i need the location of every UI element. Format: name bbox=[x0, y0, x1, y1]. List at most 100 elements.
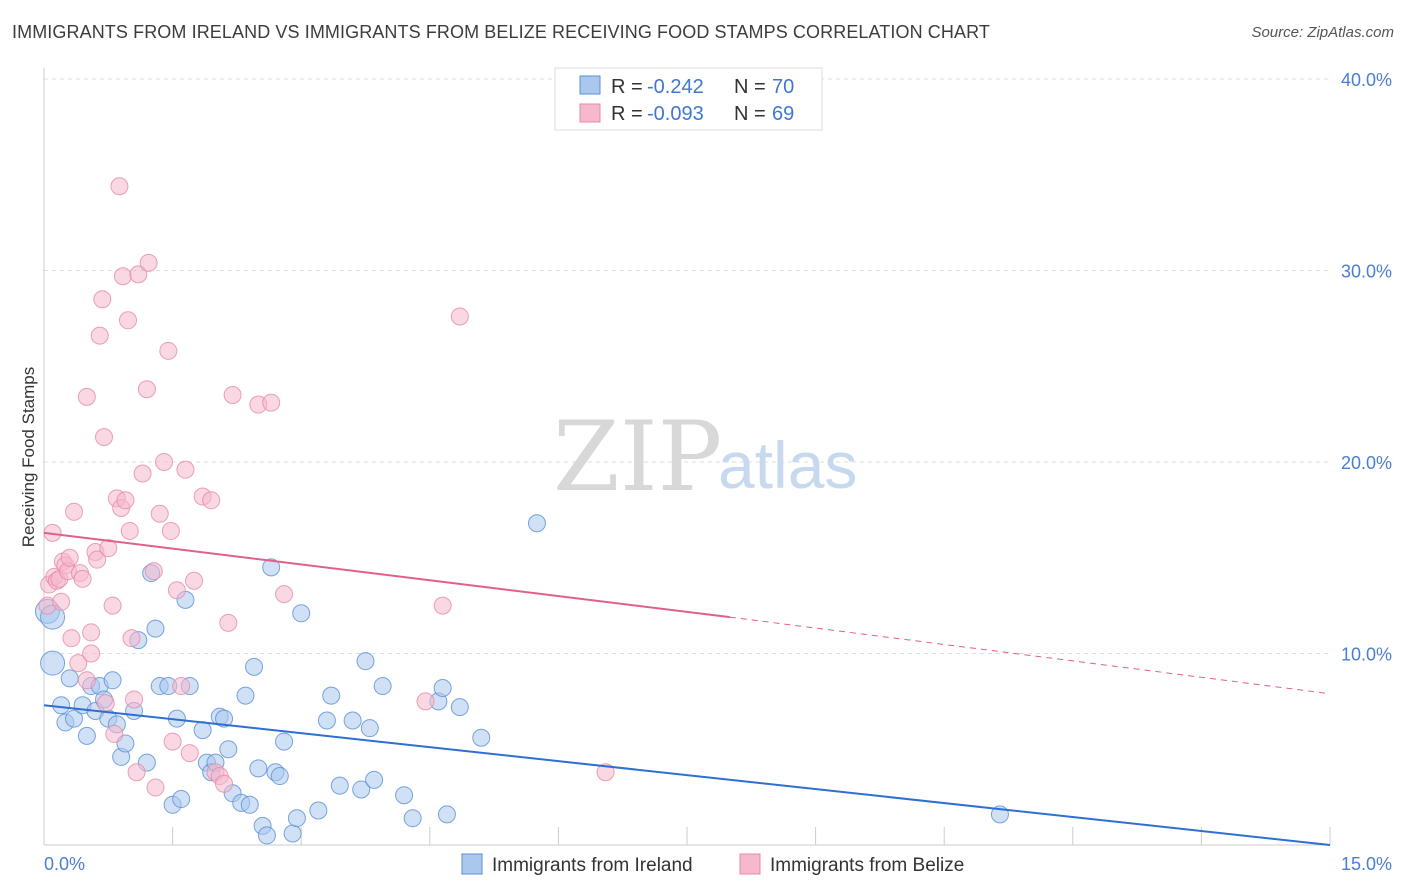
y-tick-label-30: 30.0% bbox=[1341, 262, 1392, 282]
watermark-atlas: atlas bbox=[718, 428, 857, 502]
x-tick-label-max: 15.0% bbox=[1341, 854, 1392, 874]
points-layer bbox=[34, 177, 1009, 845]
point-belize-61 bbox=[223, 385, 242, 404]
y-tick-labels: 10.0% 20.0% 30.0% 40.0% bbox=[1341, 70, 1392, 665]
point-ireland-60 bbox=[365, 770, 384, 789]
bottom-legend-swatch-belize bbox=[739, 853, 761, 875]
point-belize-27 bbox=[103, 596, 122, 615]
point-ireland-50 bbox=[287, 809, 306, 828]
legend-r-value-ireland: -0.242 bbox=[647, 76, 704, 98]
point-belize-56 bbox=[202, 491, 221, 510]
legend-n-label-belize: N = bbox=[734, 103, 766, 125]
point-belize-38 bbox=[127, 763, 146, 782]
point-belize-30 bbox=[110, 177, 129, 196]
point-belize-52 bbox=[176, 460, 195, 479]
point-ireland-3 bbox=[52, 696, 71, 715]
point-belize-43 bbox=[144, 562, 163, 581]
x-tick-label-min: 0.0% bbox=[44, 854, 85, 874]
series-legend: Immigrants from Ireland Immigrants from … bbox=[461, 853, 964, 876]
trend-lines bbox=[43, 531, 1331, 846]
point-ireland-14 bbox=[103, 671, 122, 690]
legend-r-label-belize: R = bbox=[611, 103, 643, 125]
point-belize-22 bbox=[90, 326, 109, 345]
point-belize-10 bbox=[60, 548, 79, 567]
legend-swatch-belize bbox=[579, 103, 601, 123]
point-belize-67 bbox=[450, 307, 469, 326]
point-ireland-39 bbox=[236, 686, 255, 705]
point-belize-65 bbox=[416, 692, 435, 711]
point-belize-64 bbox=[275, 585, 294, 604]
point-belize-46 bbox=[155, 453, 174, 471]
point-ireland-59 bbox=[360, 719, 379, 738]
point-belize-18 bbox=[77, 387, 96, 406]
point-belize-21 bbox=[88, 550, 107, 569]
point-belize-51 bbox=[172, 677, 191, 696]
point-ireland-5 bbox=[60, 669, 79, 688]
point-belize-50 bbox=[167, 581, 186, 600]
point-ireland-66 bbox=[437, 805, 456, 824]
point-ireland-30 bbox=[193, 721, 212, 740]
point-ireland-27 bbox=[172, 790, 191, 809]
point-belize-25 bbox=[96, 694, 115, 713]
legend-n-label-ireland: N = bbox=[734, 76, 766, 98]
point-belize-66 bbox=[433, 596, 452, 615]
point-belize-49 bbox=[163, 732, 182, 751]
point-belize-33 bbox=[116, 491, 135, 510]
point-ireland-44 bbox=[257, 826, 276, 845]
legend-swatch-ireland bbox=[579, 75, 601, 95]
x-tick-marks bbox=[172, 827, 1331, 845]
trend-line-ireland bbox=[43, 704, 1331, 846]
point-ireland-62 bbox=[395, 786, 414, 805]
bottom-legend-label-ireland: Immigrants from Ireland bbox=[492, 855, 693, 876]
bottom-legend-label-belize: Immigrants from Belize bbox=[770, 855, 964, 876]
point-ireland-52 bbox=[309, 801, 328, 820]
point-ireland-35 bbox=[215, 709, 234, 728]
point-belize-45 bbox=[150, 504, 169, 523]
point-ireland-58 bbox=[356, 652, 375, 671]
point-belize-47 bbox=[159, 341, 178, 360]
point-ireland-54 bbox=[322, 686, 341, 705]
point-ireland-6 bbox=[65, 709, 84, 728]
point-ireland-36 bbox=[219, 740, 238, 759]
point-belize-41 bbox=[137, 380, 156, 399]
point-belize-44 bbox=[146, 778, 165, 797]
point-ireland-68 bbox=[472, 728, 491, 747]
point-ireland-69 bbox=[527, 514, 546, 533]
point-belize-13 bbox=[69, 654, 88, 673]
point-ireland-8 bbox=[77, 726, 96, 745]
point-belize-53 bbox=[180, 744, 199, 763]
point-ireland-47 bbox=[270, 767, 289, 786]
legend-n-value-ireland: 70 bbox=[772, 76, 794, 98]
point-belize-6 bbox=[52, 592, 71, 611]
y-tick-label-40: 40.0% bbox=[1341, 70, 1392, 90]
point-ireland-55 bbox=[330, 776, 349, 795]
point-ireland-63 bbox=[403, 809, 422, 828]
point-belize-34 bbox=[119, 311, 138, 330]
point-ireland-48 bbox=[275, 732, 294, 751]
point-belize-39 bbox=[129, 265, 148, 284]
point-belize-60 bbox=[219, 613, 238, 632]
point-belize-28 bbox=[105, 724, 124, 743]
y-tick-label-10: 10.0% bbox=[1341, 645, 1392, 665]
correlation-legend: R = -0.242 N = 70 R = -0.093 N = 69 bbox=[554, 67, 823, 131]
point-ireland-42 bbox=[249, 759, 268, 778]
point-belize-59 bbox=[215, 774, 234, 793]
point-ireland-45 bbox=[262, 558, 281, 577]
point-ireland-65 bbox=[433, 678, 452, 697]
point-belize-23 bbox=[93, 290, 112, 309]
y-tick-label-20: 20.0% bbox=[1341, 453, 1392, 473]
point-belize-35 bbox=[120, 521, 139, 540]
point-ireland-51 bbox=[292, 604, 311, 623]
point-belize-12 bbox=[65, 502, 84, 521]
watermark-zip: ZIP bbox=[553, 401, 722, 513]
point-belize-48 bbox=[161, 521, 180, 540]
legend-r-value-belize: -0.093 bbox=[647, 103, 704, 125]
grid-lines bbox=[44, 78, 1330, 654]
point-belize-40 bbox=[133, 464, 152, 483]
point-ireland-67 bbox=[450, 698, 469, 717]
legend-n-value-belize: 69 bbox=[772, 103, 794, 125]
trend-line-belize-extension bbox=[729, 616, 1331, 695]
point-ireland-53 bbox=[317, 711, 336, 730]
point-belize-11 bbox=[62, 629, 81, 648]
